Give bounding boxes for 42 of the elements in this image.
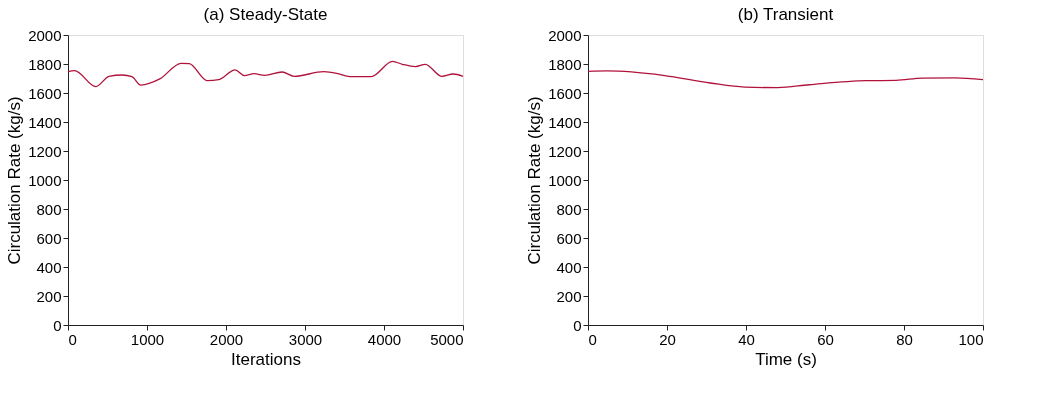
y-tick-label: 400 (36, 258, 62, 276)
chart-title: (b) Transient (737, 5, 834, 24)
y-tick-label: 200 (36, 287, 62, 305)
x-axis-title: Time (s) (755, 349, 817, 369)
x-tick-label: 60 (817, 330, 834, 348)
y-tick-label: 600 (556, 229, 582, 247)
x-tick-label: 5000 (430, 330, 464, 348)
y-tick-label: 1000 (548, 171, 582, 189)
y-tick-label: 2000 (28, 26, 62, 44)
y-tick-label: 1800 (548, 55, 582, 73)
y-tick-label: 1400 (548, 113, 582, 131)
y-tick-label: 1000 (28, 171, 62, 189)
y-tick-label: 1600 (548, 84, 582, 102)
y-tick-label: 800 (36, 200, 62, 218)
x-axis-title: Iterations (231, 349, 301, 369)
chart-title: (a) Steady-State (203, 5, 328, 24)
x-tick-label: 100 (958, 330, 984, 348)
x-tick-label: 80 (896, 330, 913, 348)
x-tick-label: 4000 (367, 330, 402, 348)
y-tick-label: 600 (36, 229, 62, 247)
y-tick-label: 1200 (28, 142, 62, 160)
y-tick-label: 800 (556, 200, 582, 218)
x-tick-label: 0 (588, 330, 597, 348)
line-series (587, 70, 984, 89)
x-tick-label: 20 (659, 330, 676, 348)
y-tick-label: 1400 (28, 113, 62, 131)
x-tick-label: 0 (68, 330, 77, 348)
x-tick-label: 40 (738, 330, 755, 348)
y-axis-title: Circulation Rate (kg/s) (5, 96, 25, 265)
y-tick-label: 1600 (28, 84, 62, 102)
x-tick-label: 3000 (288, 330, 323, 348)
y-tick-label: 1800 (28, 55, 62, 73)
y-axis-title: Circulation Rate (kg/s) (525, 96, 545, 265)
y-tick-label: 400 (556, 258, 582, 276)
x-tick-label: 2000 (209, 330, 244, 348)
y-tick-label: 2000 (548, 26, 582, 44)
y-tick-label: 0 (53, 316, 62, 334)
y-tick-label: 200 (556, 287, 582, 305)
y-tick-label: 1200 (548, 142, 582, 160)
line-series (67, 60, 464, 88)
y-tick-label: 0 (573, 316, 582, 334)
x-tick-label: 1000 (130, 330, 165, 348)
